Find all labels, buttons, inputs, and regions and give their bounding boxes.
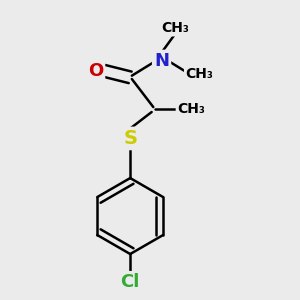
Text: CH₃: CH₃ (177, 102, 205, 116)
Text: CH₃: CH₃ (161, 21, 189, 35)
Text: CH₃: CH₃ (186, 67, 214, 81)
Text: S: S (123, 129, 137, 148)
Text: O: O (88, 62, 103, 80)
Text: Cl: Cl (121, 273, 140, 291)
Text: N: N (154, 52, 169, 70)
